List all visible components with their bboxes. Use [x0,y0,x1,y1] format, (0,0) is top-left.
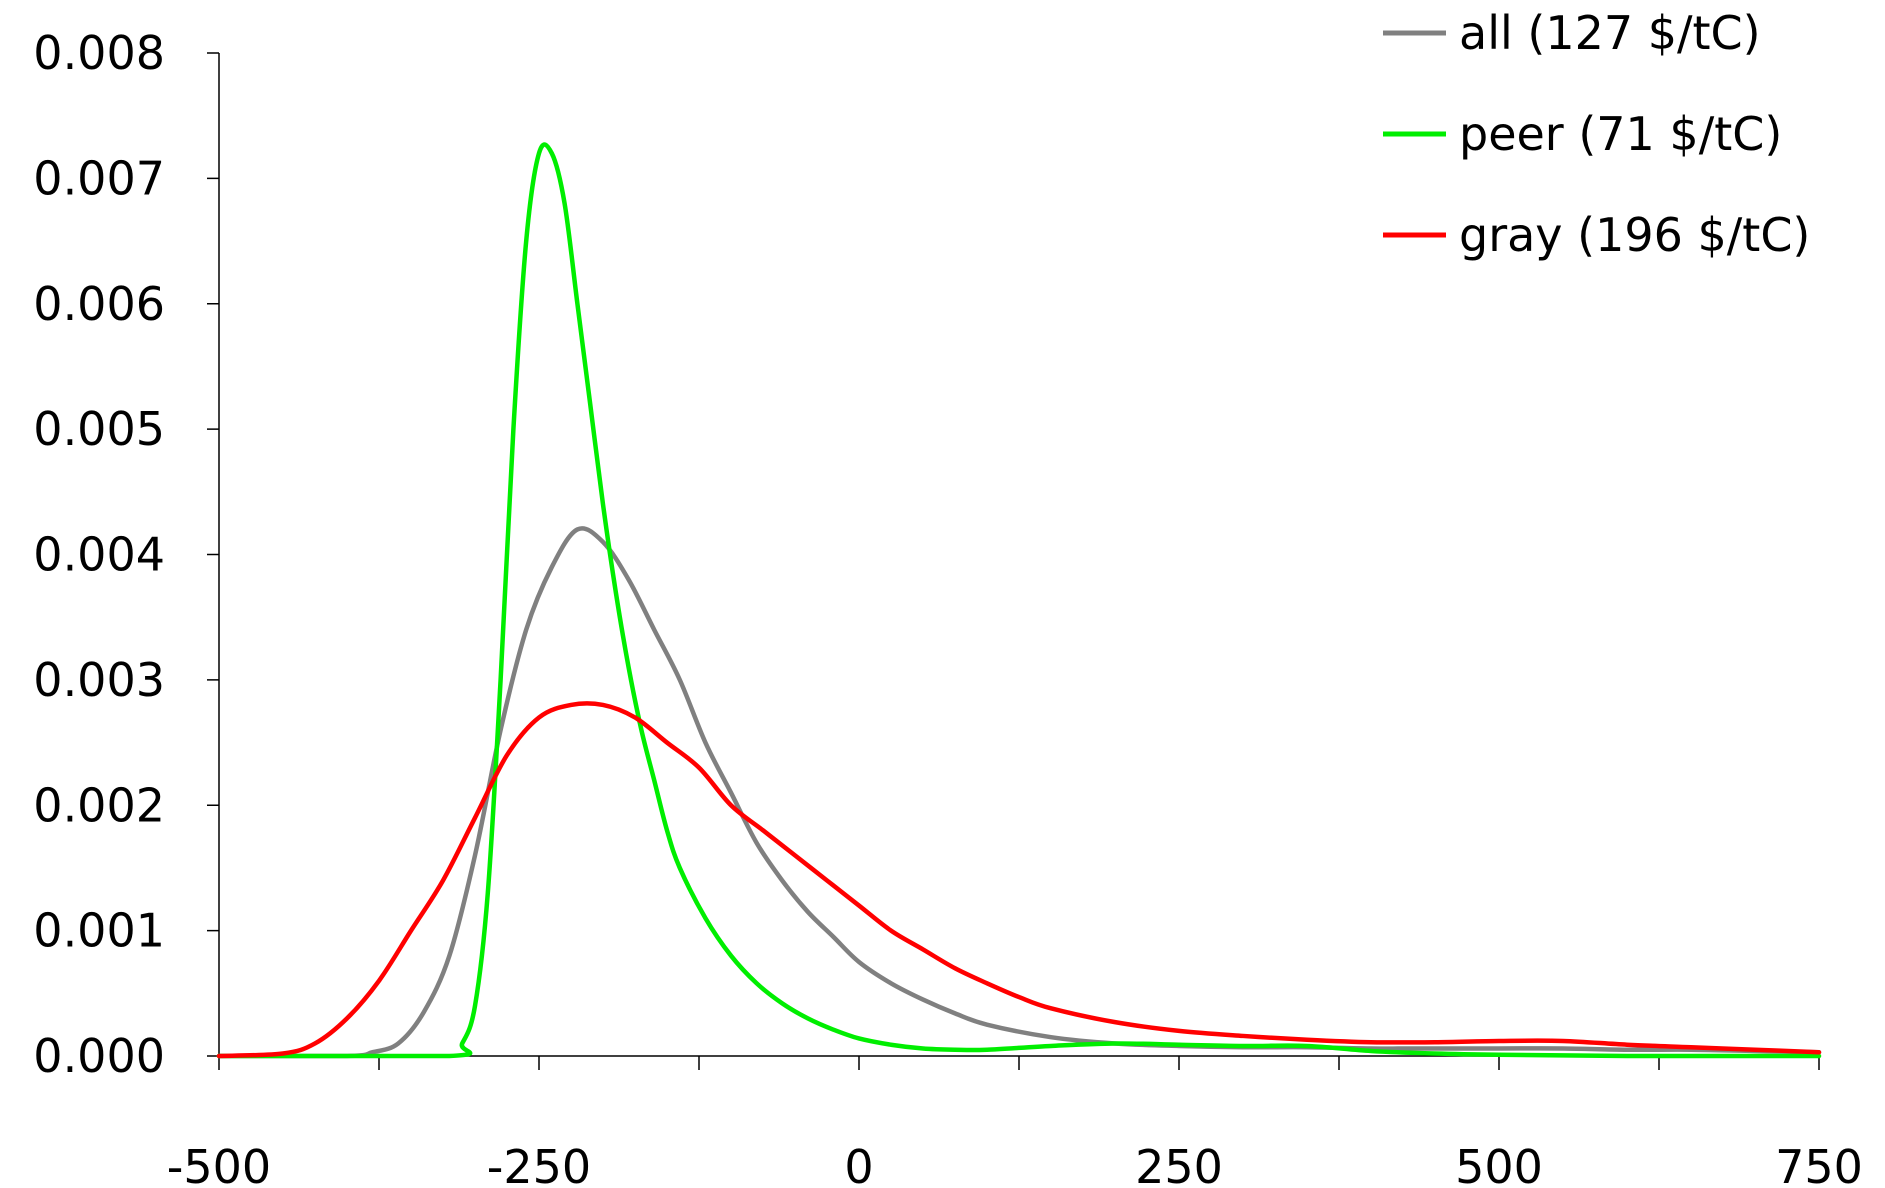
x-tick-label: 0 [844,1140,873,1188]
x-tick-label: 500 [1455,1140,1543,1188]
y-tick-label: 0.001 [33,904,165,958]
y-tick-label: 0.006 [33,277,165,331]
series-line-all [216,526,1822,1059]
y-tick-label: 0.000 [33,1029,165,1083]
y-tick-label: 0.004 [33,528,165,582]
legend: all (127 $/tC) peer (71 $/tC) gray (196 $/… [1383,6,1810,262]
legend-label-gray: gray (196 $/tC) [1459,208,1810,262]
x-tick-label: -500 [167,1140,271,1188]
x-tick-label: 750 [1775,1140,1863,1188]
y-tick-label: 0.005 [33,402,165,456]
y-tick-label: 0.008 [33,26,165,80]
y-tick-label: 0.003 [33,653,165,707]
y-tick-label: 0.007 [33,151,165,205]
legend-label-all: all (127 $/tC) [1459,6,1761,60]
x-tick-label: 250 [1135,1140,1223,1188]
series-group [216,142,1822,1059]
series-line-peer [216,142,1822,1059]
series-line-gray [216,701,1822,1059]
legend-label-peer: peer (71 $/tC) [1459,107,1782,161]
axes: 0.000 0.001 0.002 0.003 0.004 0.005 0.006 0.007… [33,26,1863,1188]
y-tick-label: 0.002 [33,778,165,832]
x-tick-label: -250 [487,1140,591,1188]
